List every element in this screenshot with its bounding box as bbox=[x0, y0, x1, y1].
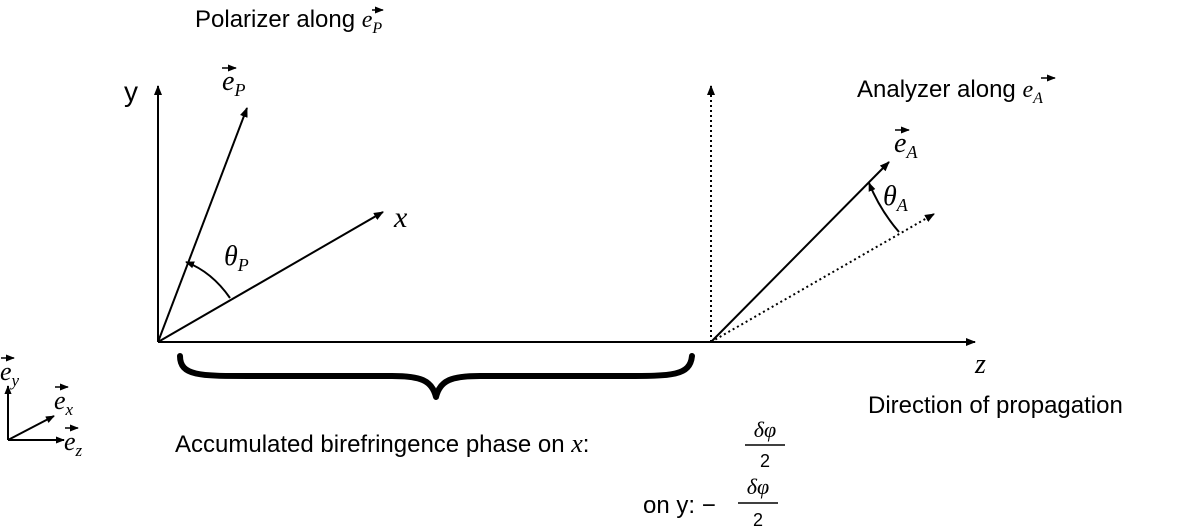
mini-e-x-label: ex bbox=[54, 386, 74, 419]
polarizer-vector-e-p bbox=[157, 107, 248, 343]
fraction-x-denominator: 2 bbox=[760, 451, 770, 471]
e-p-label: eP bbox=[222, 66, 245, 100]
x-axis-label: x bbox=[393, 201, 408, 234]
direction-of-propagation-label: Direction of propagation bbox=[868, 392, 1123, 419]
on-y-label: on y: − bbox=[643, 492, 716, 519]
mini-axis-x bbox=[7, 415, 55, 441]
fraction-y-numerator: δφ bbox=[747, 474, 769, 499]
theta-p-arc bbox=[185, 261, 231, 299]
mini-e-y-label: ey bbox=[0, 357, 20, 390]
analyzer-x-axis-dotted bbox=[710, 213, 935, 343]
analyzer-label: Analyzer along eA bbox=[857, 76, 1043, 107]
curly-brace bbox=[177, 353, 695, 400]
fraction-y-denominator: 2 bbox=[753, 510, 763, 530]
z-axis-label: z bbox=[974, 349, 986, 380]
fraction-x-numerator: δφ bbox=[754, 417, 776, 442]
theta-p-label: θP bbox=[224, 241, 249, 275]
phase-label: Accumulated birefringence phase on x: bbox=[175, 429, 589, 458]
mini-e-z-label: ez bbox=[64, 427, 83, 460]
theta-a-label: θA bbox=[883, 181, 909, 215]
y-axis-label: y bbox=[124, 76, 138, 107]
x-axis-diagonal bbox=[157, 211, 384, 343]
analyzer-vector-e-a bbox=[710, 161, 890, 343]
theta-a-arc bbox=[868, 182, 900, 233]
polarizer-label: Polarizer along eP bbox=[195, 6, 382, 37]
e-a-label: eA bbox=[894, 128, 918, 162]
